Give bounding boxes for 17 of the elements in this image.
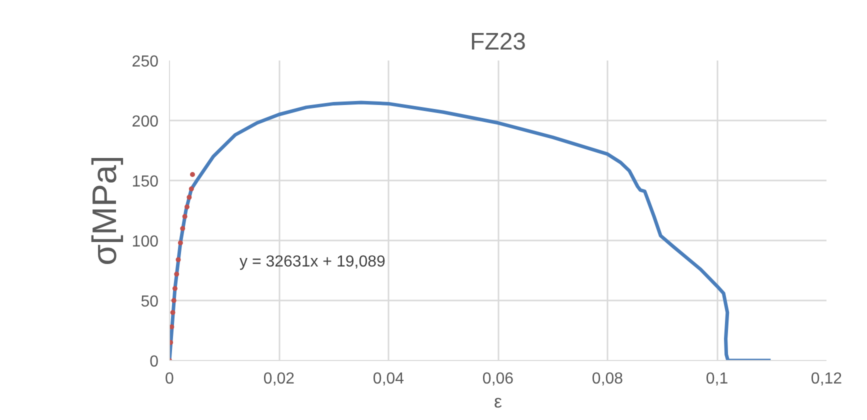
y-tick-label: 250	[132, 54, 159, 70]
y-tick-label: 150	[132, 174, 159, 190]
x-tick-label: 0,1	[706, 370, 728, 388]
y-axis-title: σ[MPa]	[86, 156, 124, 266]
y-tick-label: 100	[132, 234, 159, 250]
annotation: y = 32631x + 19,089	[240, 254, 386, 270]
y-tick-label: 50	[140, 294, 159, 310]
x-tick-label: 0	[165, 370, 174, 388]
x-tick-label: 0,12	[810, 370, 842, 388]
chart-title: FZ23	[470, 28, 526, 56]
y-tick-label: 0	[150, 354, 159, 370]
x-tick-label: 0,08	[592, 370, 624, 388]
x-axis-title: ε	[494, 392, 502, 412]
y-tick-label: 200	[132, 114, 159, 130]
x-tick-label: 0,02	[263, 370, 295, 388]
x-tick-label: 0,06	[482, 370, 514, 388]
x-tick-label: 0,04	[372, 370, 404, 388]
